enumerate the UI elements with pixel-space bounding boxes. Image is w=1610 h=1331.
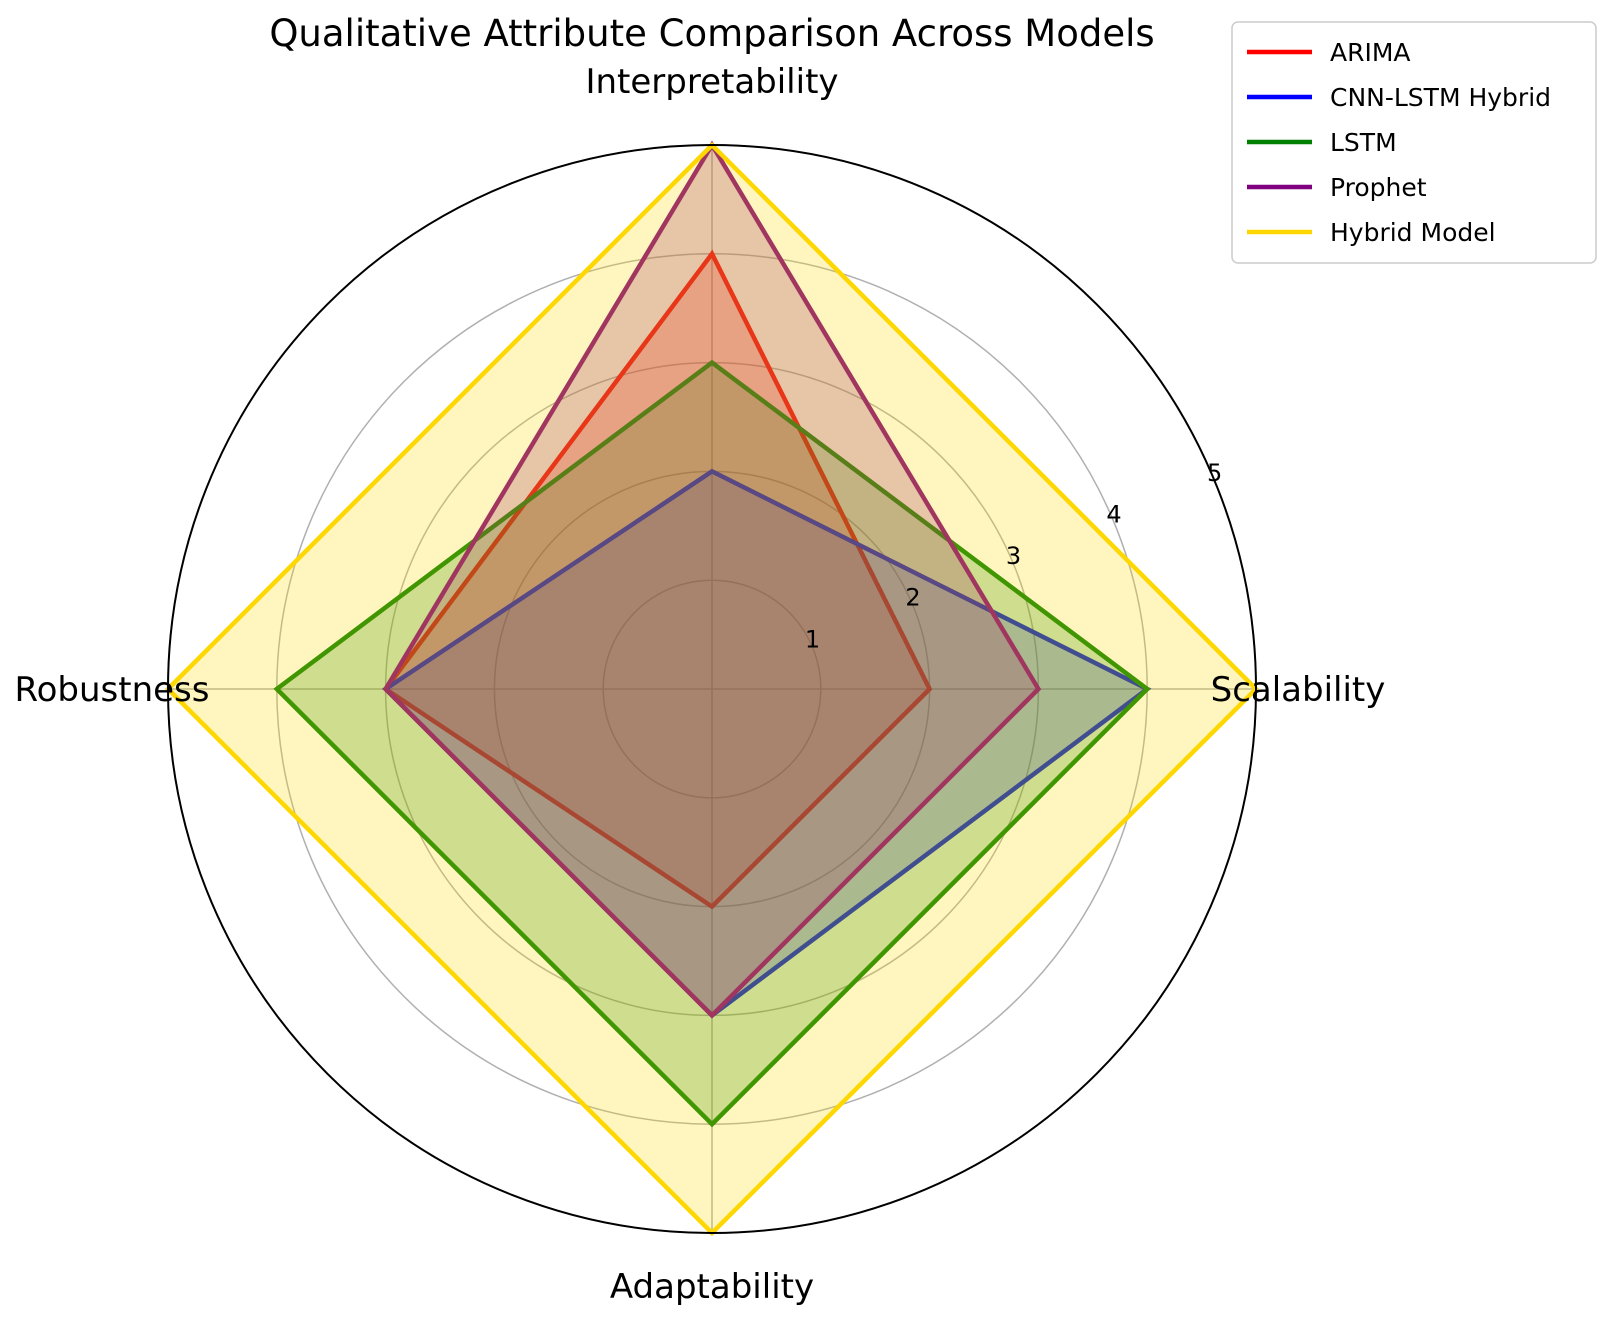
tick-label-4: 4 xyxy=(1106,500,1121,528)
legend-box xyxy=(1231,21,1597,264)
tick-label-5: 5 xyxy=(1207,459,1222,487)
series-fill-lstm xyxy=(276,362,1148,1125)
series-fill-hybrid-model xyxy=(168,145,1256,1233)
legend: ARIMA CNN-LSTM Hybrid LSTM Prophet Hybrid Mo… xyxy=(1231,21,1597,264)
legend-label-lstm: LSTM xyxy=(1330,128,1397,157)
tick-label-2: 2 xyxy=(905,584,920,612)
chart-title: Qualitative Attribute Comparison Across … xyxy=(269,12,1154,55)
legend-label-arima: ARIMA xyxy=(1330,38,1411,67)
tick-label-3: 3 xyxy=(1006,542,1021,570)
radial-tick-labels: 1 2 3 4 5 xyxy=(805,459,1222,654)
axis-label-adaptability: Adaptability xyxy=(610,1267,814,1307)
polar-frame xyxy=(167,144,1257,1234)
axis-label-scalability: Scalability xyxy=(1211,670,1386,710)
axis-label-robustness: Robustness xyxy=(15,670,210,710)
series-fill-cnn-lstm-hybrid xyxy=(385,471,1148,1016)
legend-label-prophet: Prophet xyxy=(1330,173,1427,202)
axis-labels: Scalability Interpretability Robustness Ada… xyxy=(15,62,1386,1307)
legend-label-hybrid-model: Hybrid Model xyxy=(1330,218,1496,247)
legend-label-cnn-lstm-hybrid: CNN-LSTM Hybrid xyxy=(1330,83,1551,112)
axis-label-interpretability: Interpretability xyxy=(585,62,838,102)
series-line-prophet xyxy=(382,140,1042,1019)
series-fill-prophet xyxy=(385,145,1039,1016)
series-line-lstm xyxy=(273,359,1151,1128)
tick-label-1: 1 xyxy=(805,625,820,653)
series-polygons xyxy=(164,140,1260,1237)
